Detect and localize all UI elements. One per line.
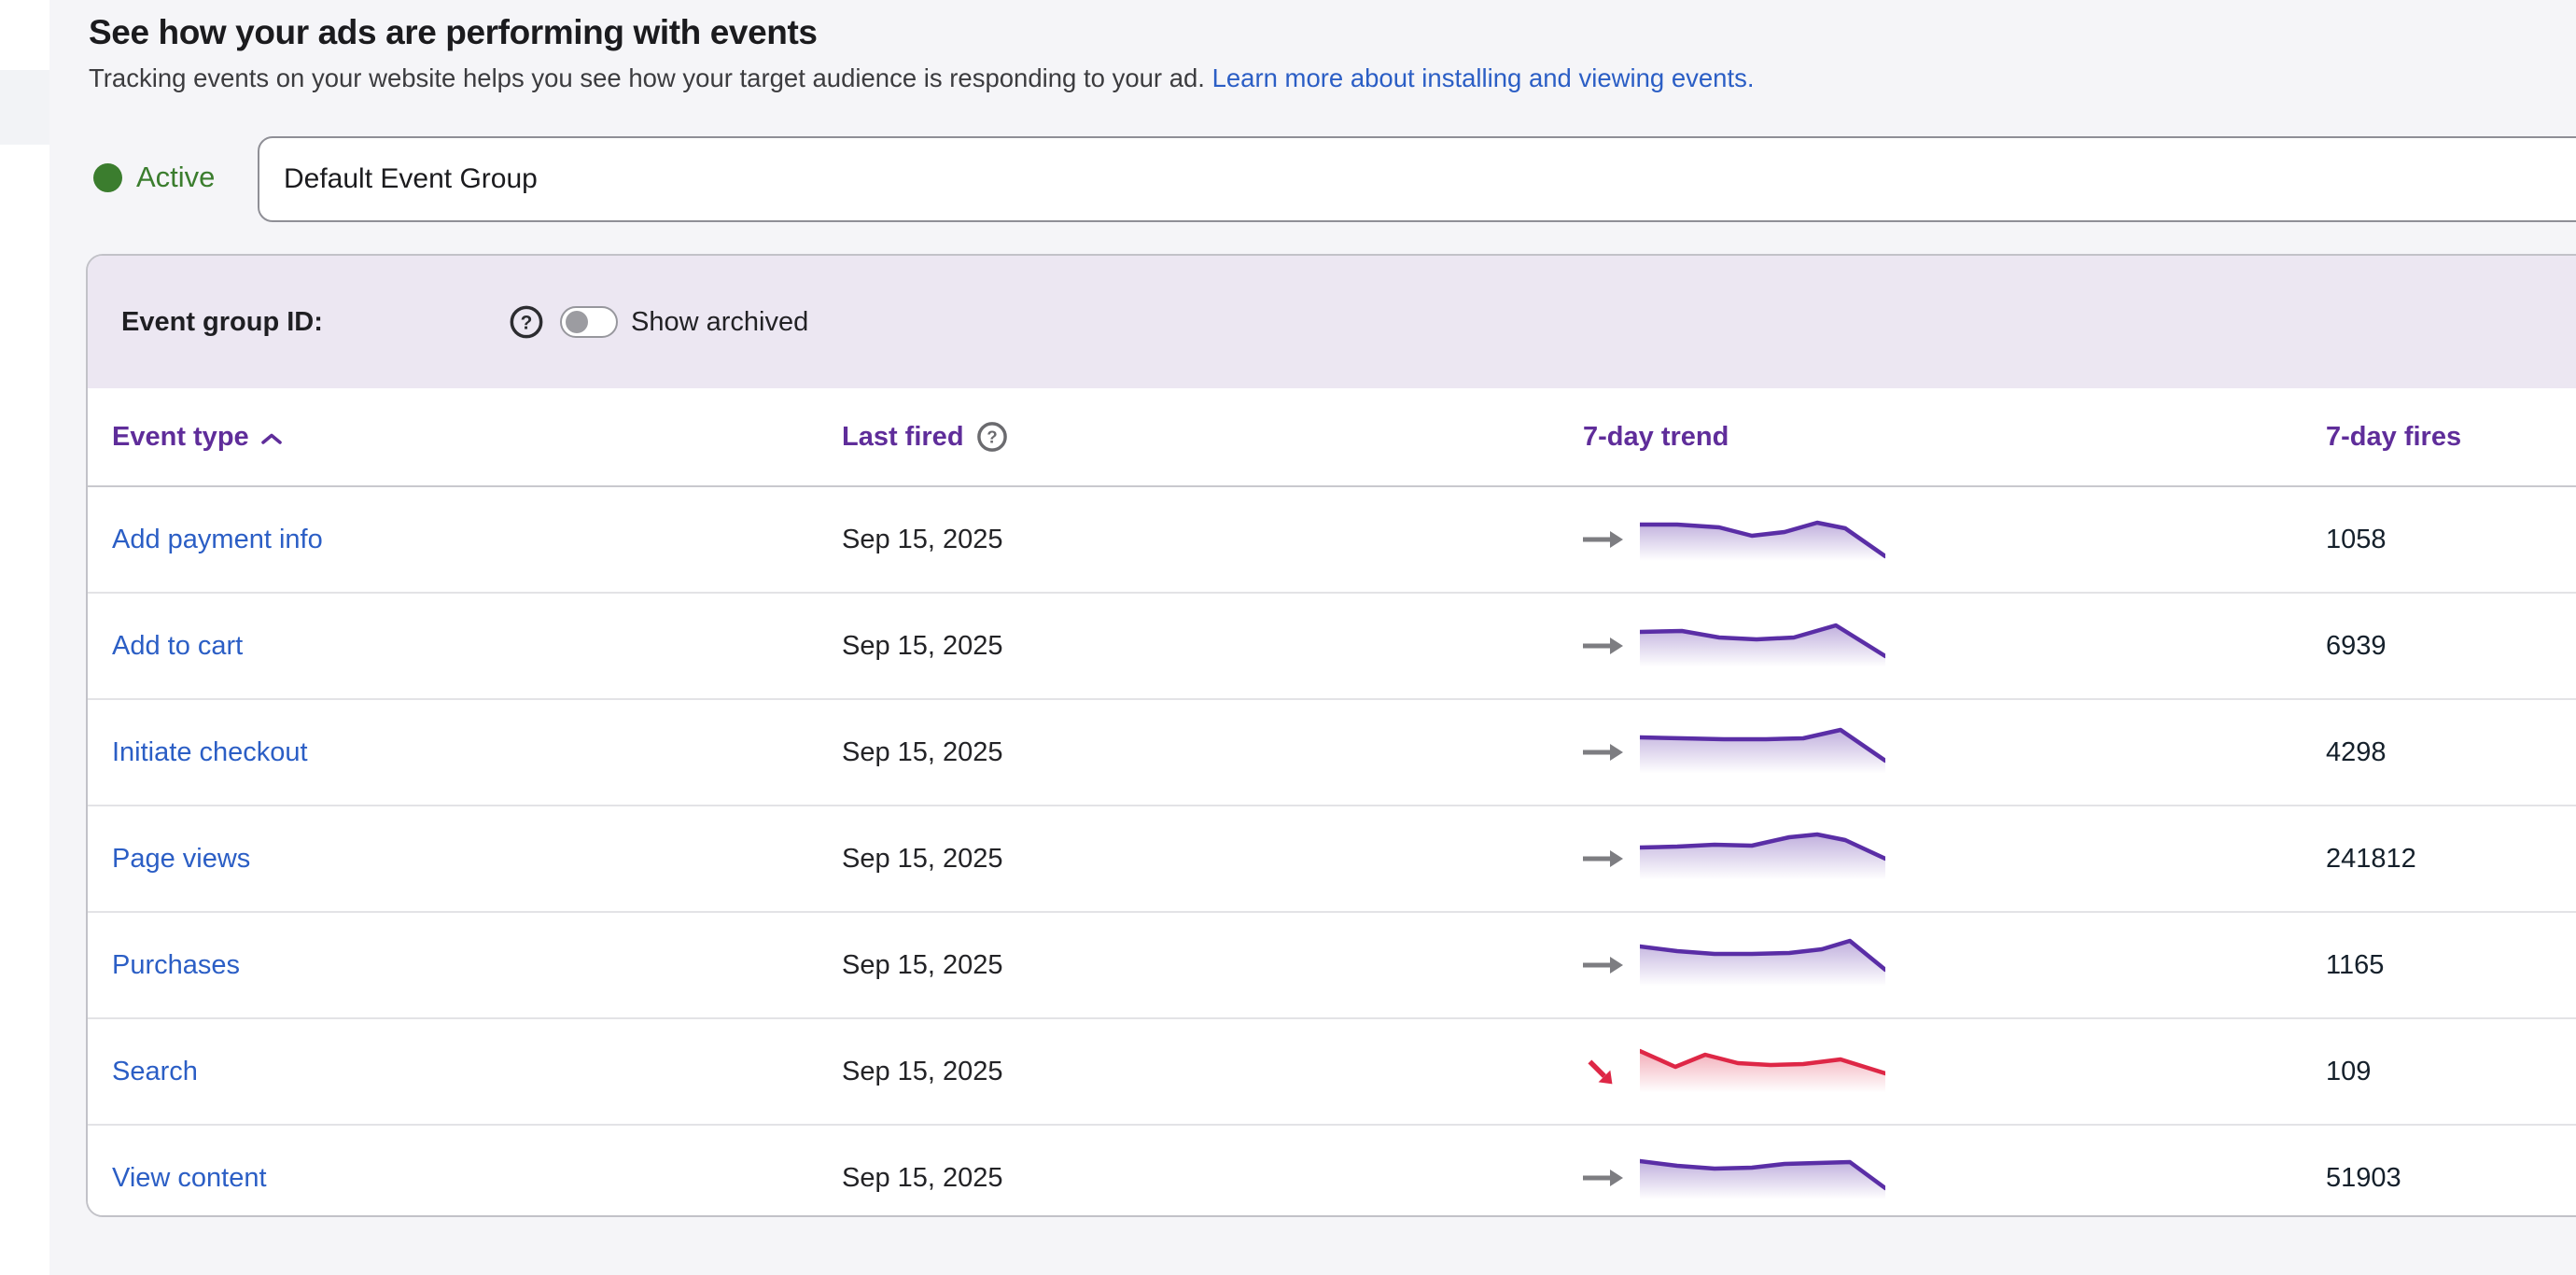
status-row: Active [93,157,215,198]
active-status-label: Active [136,161,216,193]
last-fired-value: Sep 15, 2025 [842,1162,1003,1193]
trend-sparkline [1640,617,1885,675]
trend-direction-icon [1581,1019,1618,1124]
last-fired-value: Sep 15, 2025 [842,630,1003,661]
toggle-knob [566,311,588,333]
left-gutter-notch [0,70,49,145]
left-gutter [0,0,49,1275]
event-type-link[interactable]: Page views [112,843,251,874]
event-type-link[interactable]: Search [112,1056,198,1086]
fires-value: 241812 [2326,843,2416,874]
table-row: Add to cart Sep 15, 2025 6939 [88,594,2576,700]
last-fired-help-icon[interactable]: ? [975,420,1009,454]
column-header-last-fired[interactable]: Last fired ? [842,388,1009,485]
subtitle-text: Tracking events on your website helps yo… [89,63,1205,92]
learn-more-link[interactable]: Learn more about installing and viewing … [1211,63,1755,92]
fires-value: 1058 [2326,524,2387,554]
table-row: View content Sep 15, 2025 51903 [88,1126,2576,1215]
trend-sparkline [1640,723,1885,781]
page-subtitle: Tracking events on your website helps yo… [89,63,1755,93]
last-fired-value: Sep 15, 2025 [842,736,1003,767]
last-fired-value: Sep 15, 2025 [842,1056,1003,1086]
trend-direction-icon [1581,913,1624,1017]
event-group-bar: Event group ID: ? Show archived [88,256,2576,388]
event-type-link[interactable]: Add payment info [112,524,323,554]
sort-ascending-icon [260,432,283,445]
event-type-link[interactable]: Purchases [112,949,241,980]
last-fired-value: Sep 15, 2025 [842,949,1003,980]
table-header-row: Event type Last fired ? 7-day trend 7-d [88,388,2576,487]
trend-sparkline [1640,830,1885,888]
trend-direction-icon [1581,594,1624,698]
event-type-link[interactable]: Initiate checkout [112,736,308,767]
table-row: Add payment info Sep 15, 2025 1058 [88,487,2576,594]
column-header-event-type[interactable]: Event type [112,388,283,485]
event-type-link[interactable]: Add to cart [112,630,244,661]
event-group-id-label: Event group ID: [121,306,323,337]
trend-sparkline [1640,936,1885,994]
fires-value: 4298 [2326,736,2387,767]
last-fired-value: Sep 15, 2025 [842,524,1003,554]
fires-value: 109 [2326,1056,2372,1086]
trend-sparkline [1640,1149,1885,1207]
fires-value: 51903 [2326,1162,2401,1193]
trend-direction-icon [1581,806,1624,911]
active-status-dot [93,162,122,192]
table-row: Page views Sep 15, 2025 241812 [88,806,2576,913]
trend-sparkline [1640,1043,1885,1100]
trend-direction-icon [1581,487,1624,592]
show-archived-toggle[interactable] [560,306,618,338]
trend-sparkline [1640,511,1885,568]
show-archived-label: Show archived [631,306,809,337]
event-group-name-input[interactable] [258,136,2576,222]
column-header-7-day-trend: 7-day trend [1583,421,1729,452]
svg-text:?: ? [987,427,997,447]
events-card: Event group ID: ? Show archived Event ty… [86,254,2576,1217]
trend-direction-icon [1581,1126,1624,1215]
svg-text:?: ? [521,312,533,333]
table-row: Purchases Sep 15, 2025 1165 [88,913,2576,1019]
event-group-help-icon[interactable]: ? [508,303,545,341]
table-row: Search Sep 15, 2025 109 [88,1019,2576,1126]
fires-value: 1165 [2326,949,2385,980]
table-row: Initiate checkout Sep 15, 2025 4298 [88,700,2576,806]
fires-value: 6939 [2326,630,2387,661]
page-title: See how your ads are performing with eve… [89,13,818,51]
trend-direction-icon [1581,700,1624,805]
last-fired-value: Sep 15, 2025 [842,843,1003,874]
column-header-7-day-fires: 7-day fires [2326,421,2462,452]
event-type-link[interactable]: View content [112,1162,267,1193]
